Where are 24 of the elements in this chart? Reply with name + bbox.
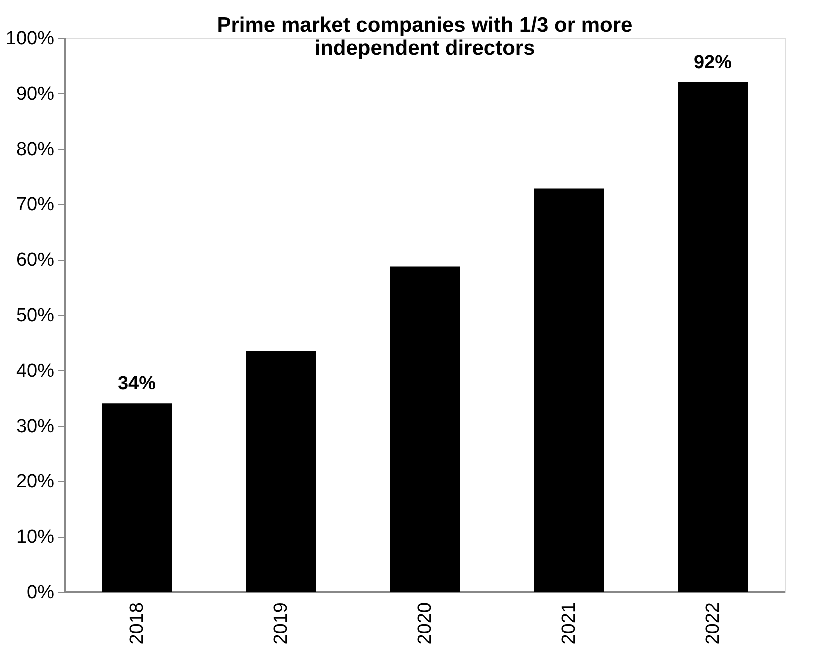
y-tick-label: 80% xyxy=(16,139,55,160)
data-label: 92% xyxy=(694,52,732,74)
x-tick-label: 2019 xyxy=(271,602,292,645)
bar xyxy=(246,351,316,592)
chart-title: Prime market companies with 1/3 or more independent directors xyxy=(217,14,633,60)
y-tick-label: 40% xyxy=(16,360,55,382)
y-tick-label: 100% xyxy=(6,28,55,50)
x-tick-label: 2021 xyxy=(559,602,580,645)
y-tick-label: 20% xyxy=(16,472,55,493)
data-label: 34% xyxy=(118,374,156,395)
y-tick-label: 30% xyxy=(16,416,55,438)
y-tick-label: 70% xyxy=(16,194,55,216)
y-tick-label: 50% xyxy=(16,306,55,326)
y-tick-label: 0% xyxy=(27,582,55,604)
bar xyxy=(102,404,172,592)
bar xyxy=(534,188,604,592)
y-tick-label: 60% xyxy=(16,250,55,272)
bar xyxy=(390,266,460,592)
y-tick-label: 90% xyxy=(16,84,55,105)
y-tick-label: 10% xyxy=(16,527,55,548)
bar xyxy=(678,82,748,592)
x-tick-label: 2022 xyxy=(703,602,724,645)
x-tick-label: 2018 xyxy=(127,602,148,645)
x-tick-label: 2020 xyxy=(415,602,436,645)
